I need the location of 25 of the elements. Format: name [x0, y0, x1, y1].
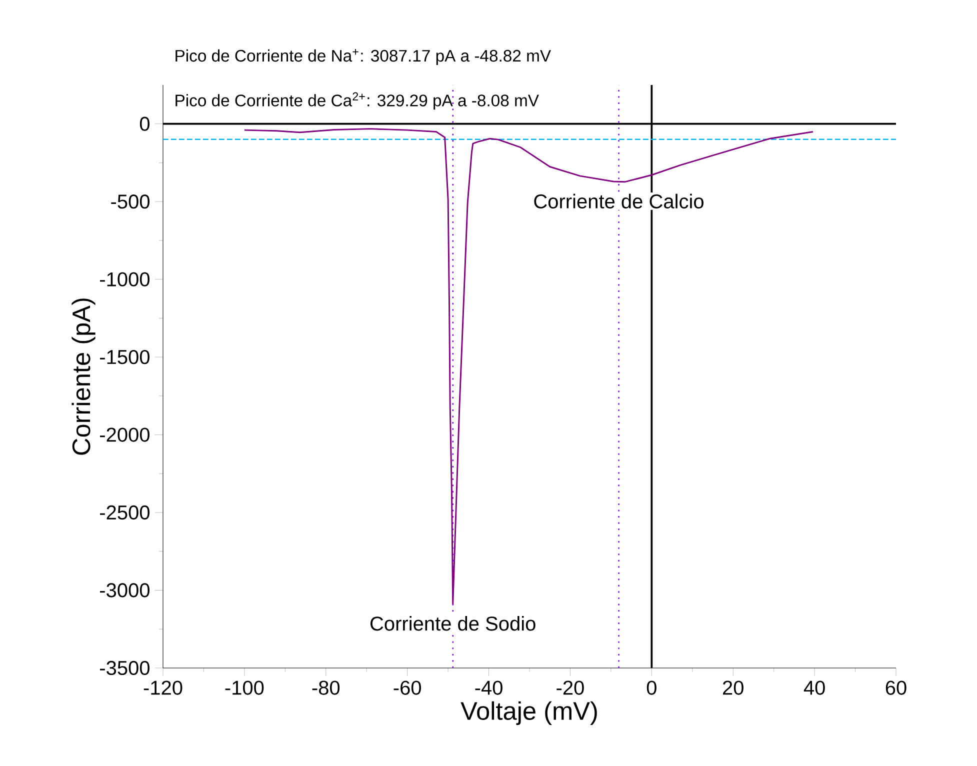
annotation: Pico de Corriente de Ca$^{2+}$: 329.29 pA a -8.08 mV: [176, 92, 539, 110]
y-tick-label: -2500: [100, 505, 150, 520]
x-tick-label: 40: [804, 680, 825, 695]
x-axis-title: Voltaje (mV): [460, 701, 597, 725]
y-axis-title: Corriente (pA): [72, 298, 96, 455]
annotation: Corriente de Calcio: [534, 194, 704, 208]
x-tick-label: -120: [144, 680, 182, 695]
y-tick-label: -2000: [100, 428, 150, 442]
y-tick-label: -3000: [100, 583, 150, 598]
text: Pico de Corriente de Na$^{+}$: 3087.17 pA a -48.82 mV: [176, 48, 551, 65]
annotation: Corriente de Sodio: [370, 616, 536, 631]
y-tick-label: -1000: [100, 272, 150, 286]
y-tick-label: -3500: [100, 660, 150, 676]
x-tick-label: 20: [722, 680, 744, 695]
x-tick-label: -100: [225, 680, 264, 695]
y-tick-label: -500: [111, 194, 150, 209]
y-tick-label: -1500: [100, 350, 150, 364]
x-tick-label: 0: [646, 680, 656, 695]
x-tick-label: 60: [886, 680, 906, 695]
x-tick-label: -20: [556, 680, 584, 695]
y-tick-label: 0: [140, 116, 150, 131]
x-tick-label: -40: [475, 680, 502, 695]
x-tick-label: -60: [394, 680, 421, 695]
line-series: [244, 128, 814, 605]
x-tick-label: -80: [312, 680, 340, 695]
